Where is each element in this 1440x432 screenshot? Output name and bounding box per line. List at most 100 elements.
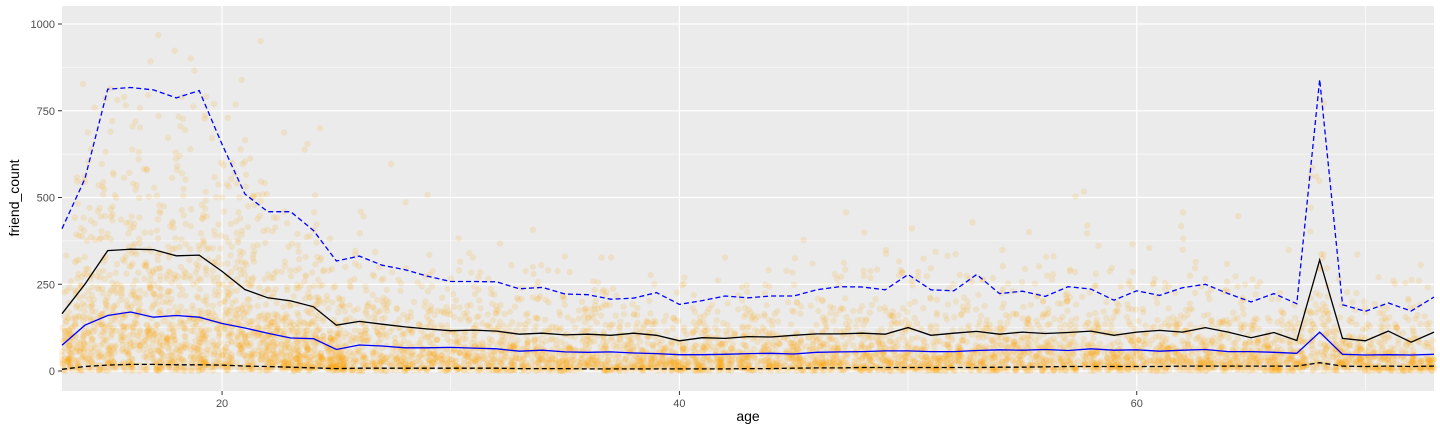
scatter-point: [264, 341, 271, 349]
scatter-point: [182, 333, 189, 340]
scatter-point: [269, 228, 276, 235]
scatter-point: [389, 325, 396, 332]
scatter-point: [74, 200, 82, 207]
scatter-point: [173, 162, 181, 170]
scatter-point: [136, 295, 143, 302]
scatter-point: [109, 117, 116, 125]
scatter-point: [66, 284, 73, 291]
scatter-point: [301, 334, 308, 341]
scatter-point: [85, 329, 92, 336]
scatter-point: [280, 360, 287, 367]
scatter-point: [111, 344, 119, 351]
scatter-point: [831, 361, 838, 368]
scatter-point: [196, 285, 203, 293]
scatter-point: [68, 324, 75, 331]
scatter-point: [316, 296, 324, 304]
scatter-point: [126, 305, 134, 313]
scatter-point: [196, 335, 203, 342]
scatter-point: [224, 285, 231, 292]
scatter-point: [350, 307, 358, 314]
scatter-point: [337, 350, 344, 357]
scatter-point: [309, 269, 316, 276]
scatter-point: [1011, 359, 1019, 366]
scatter-point: [293, 337, 301, 345]
scatter-point: [257, 178, 265, 185]
scatter-point: [251, 347, 258, 354]
scatter-point: [99, 320, 106, 327]
scatter-point: [257, 37, 264, 45]
scatter-point: [690, 291, 698, 299]
scatter-point: [522, 268, 529, 275]
scatter-point: [100, 336, 107, 343]
scatter-point: [758, 335, 766, 342]
scatter-point: [1060, 343, 1068, 350]
scatter-point: [203, 245, 210, 253]
scatter-point: [140, 366, 148, 373]
scatter-point: [803, 343, 810, 350]
scatter-point: [287, 359, 294, 366]
scatter-point: [376, 263, 383, 271]
scatter-point: [163, 335, 171, 343]
scatter-point: [426, 323, 433, 330]
scatter-point: [393, 305, 400, 312]
scatter-point: [609, 285, 617, 292]
scatter-point: [425, 350, 432, 357]
scatter-point: [347, 348, 354, 356]
scatter-point: [121, 258, 128, 265]
scatter-point: [170, 357, 178, 365]
scatter-point: [104, 294, 111, 301]
scatter-point: [627, 335, 635, 342]
scatter-point: [302, 360, 309, 368]
scatter-point: [624, 341, 632, 349]
scatter-point: [952, 250, 959, 258]
scatter-point: [1016, 354, 1023, 361]
scatter-point: [331, 283, 339, 290]
scatter-point: [182, 220, 189, 227]
scatter-point: [374, 325, 381, 333]
scatter-point: [385, 298, 392, 306]
scatter-point: [222, 347, 229, 354]
scatter-point: [99, 310, 106, 318]
scatter-point: [295, 328, 302, 336]
scatter-point: [155, 309, 162, 316]
scatter-point: [613, 292, 620, 299]
scatter-point: [620, 311, 628, 318]
scatter-point: [529, 294, 537, 301]
scatter-point: [227, 268, 235, 276]
scatter-point: [514, 337, 521, 344]
scatter-point: [468, 358, 475, 365]
scatter-point: [270, 352, 277, 359]
scatter-point: [509, 342, 517, 350]
scatter-point: [714, 277, 722, 284]
scatter-point: [375, 331, 382, 338]
scatter-point: [182, 241, 190, 248]
scatter-point: [209, 309, 216, 316]
scatter-point: [121, 365, 128, 372]
scatter-point: [294, 230, 301, 238]
scatter-point: [87, 346, 95, 353]
scatter-point: [274, 325, 281, 333]
scatter-point: [294, 354, 301, 361]
scatter-point: [301, 365, 308, 372]
scatter-point: [78, 233, 86, 240]
scatter-point: [355, 357, 362, 364]
scatter-point: [66, 354, 73, 362]
scatter-point: [396, 343, 403, 350]
scatter-point: [261, 315, 269, 322]
scatter-point: [202, 356, 209, 363]
scatter-point: [110, 359, 118, 366]
scatter-point: [211, 174, 218, 181]
scatter-point: [129, 282, 137, 289]
scatter-point: [347, 277, 354, 285]
scatter-point: [88, 337, 95, 344]
scatter-point: [234, 236, 242, 243]
scatter-point: [295, 347, 302, 355]
scatter-point: [254, 332, 261, 339]
scatter-point: [408, 361, 415, 368]
scatter-point: [560, 296, 568, 303]
scatter-point: [133, 182, 140, 189]
scatter-point: [198, 310, 206, 317]
scatter-point: [65, 314, 72, 322]
scatter-point: [254, 242, 261, 249]
scatter-point: [920, 305, 927, 312]
